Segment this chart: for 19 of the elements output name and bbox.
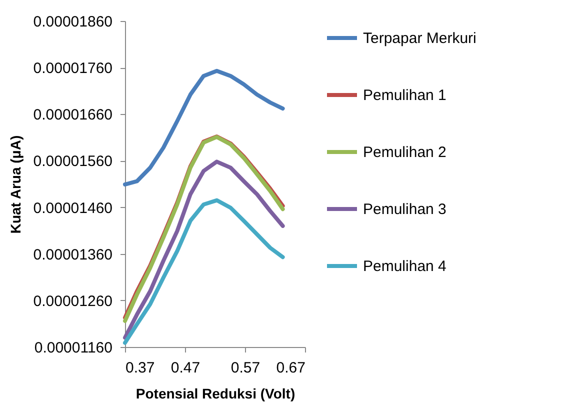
y-tick-label: 0.00001560: [33, 153, 112, 170]
legend-label: Pemulihan 3: [363, 201, 446, 218]
legend-label: Terpapar Merkuri: [363, 30, 476, 47]
legend-label: Pemulihan 1: [363, 87, 446, 104]
x-tick-label: 0.57: [230, 360, 260, 376]
legend-label: Pemulihan 2: [363, 144, 446, 161]
x-tick-label: 0.37: [126, 360, 155, 376]
legend-label: Pemulihan 4: [363, 258, 446, 275]
y-axis-title: Kuat Arua (μA): [7, 135, 24, 234]
y-tick-label: 0.00001860: [33, 14, 112, 30]
y-tick-label: 0.00001660: [33, 106, 112, 124]
y-tick-label: 0.00001260: [33, 292, 112, 310]
x-tick-label: 0.67: [276, 360, 306, 376]
x-axis-title: Potensial Reduksi (Volt): [136, 386, 296, 402]
x-tick-label: 0.47: [170, 360, 200, 376]
y-tick-label: 0.00001460: [33, 200, 112, 217]
y-tick-label: 0.00001160: [34, 340, 112, 356]
y-tick-label: 0.00001360: [33, 246, 112, 264]
y-tick-label: 0.00001760: [33, 60, 112, 78]
